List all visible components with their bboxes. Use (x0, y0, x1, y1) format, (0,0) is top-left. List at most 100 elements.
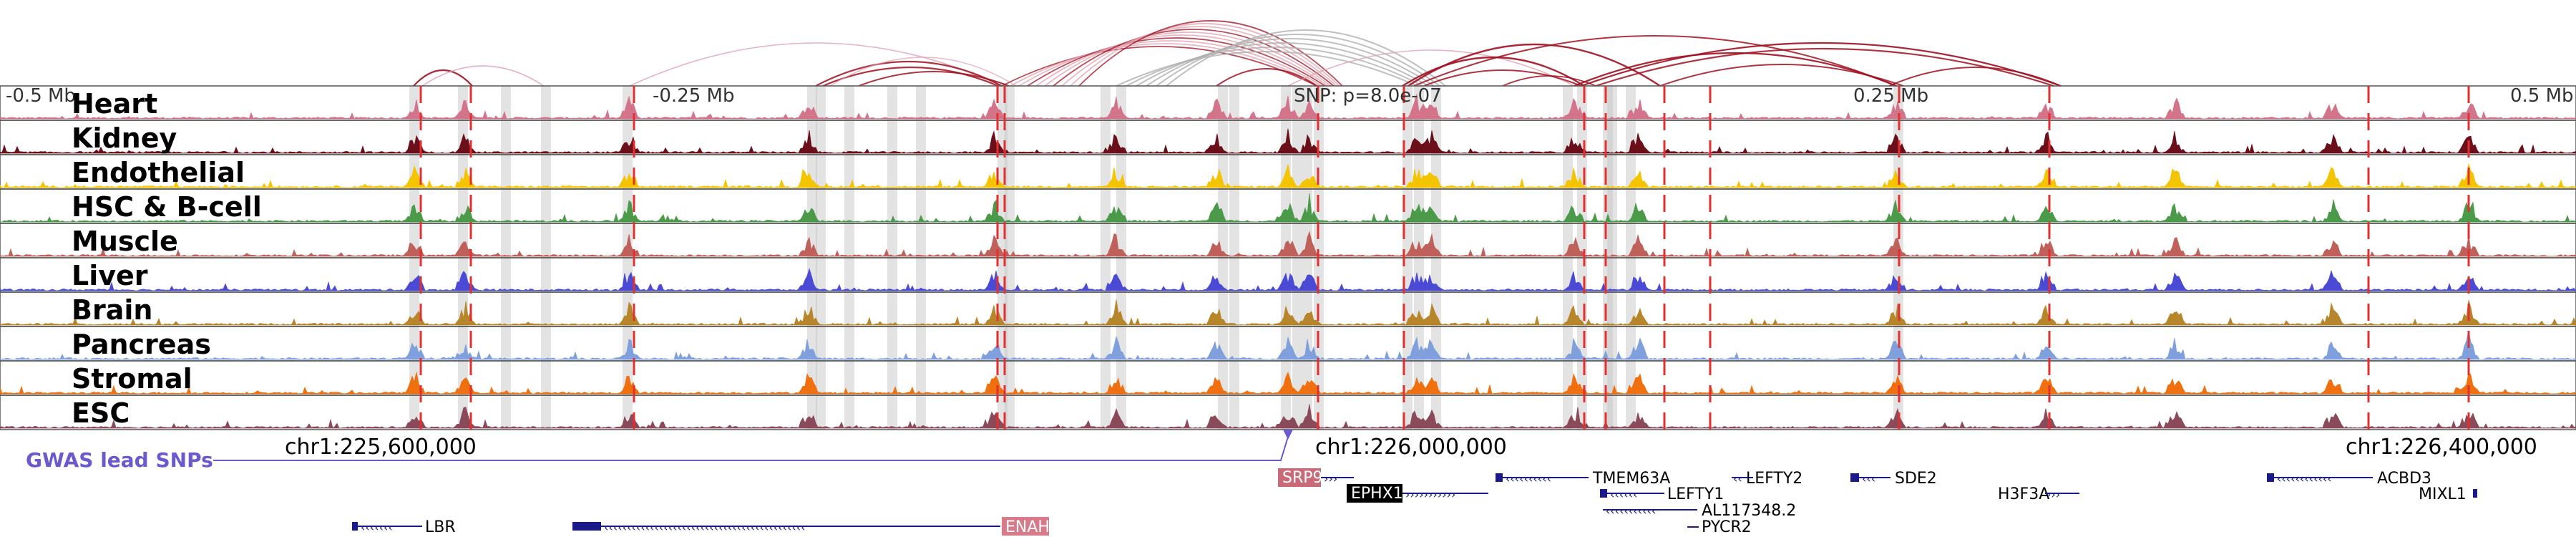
gene-ephx1[interactable]: EPHX1 ››››››››››› (1347, 484, 1488, 503)
signal-area (0, 299, 2576, 326)
gwas-connector-line (213, 436, 1289, 461)
scale-label-snp: SNP: p=8.0e-07 (1294, 85, 1442, 107)
loop-arc (1018, 40, 1323, 87)
gene-enah[interactable]: ‹‹‹‹‹‹‹‹‹‹‹‹‹‹‹‹‹‹‹‹‹‹‹‹‹‹‹‹‹‹‹‹‹‹‹‹‹‹‹‹… (572, 517, 1050, 536)
loop-arc (1156, 34, 1440, 87)
loop-arc (1166, 29, 1446, 87)
coord-label-2: chr1:226,000,000 (1315, 435, 1507, 460)
loop-arc (1027, 37, 1326, 87)
gwas-snp-marker[interactable] (1283, 430, 1293, 440)
loop-arc (858, 71, 1010, 87)
loop-arc (1053, 29, 1335, 87)
svg-text:MIXL1: MIXL1 (2419, 485, 2467, 503)
loop-arc (1216, 68, 1317, 87)
svg-text:H3F3A: H3F3A (1998, 485, 2049, 503)
loop-arc (1078, 20, 1343, 87)
chromatin-loop-arcs (413, 20, 2062, 87)
loop-arc (829, 57, 1017, 87)
gene-mixl1[interactable]: MIXL1 (2419, 485, 2477, 503)
signal-area (0, 163, 2576, 188)
loop-arc (822, 66, 999, 87)
svg-text:SDE2: SDE2 (1895, 470, 1937, 488)
gene-sde2[interactable]: ‹‹‹ SDE2 (1850, 470, 1937, 488)
svg-text:›››: ››› (1324, 472, 1337, 485)
gwas-label: GWAS lead SNPs (26, 448, 213, 472)
loop-arc (421, 65, 545, 87)
signal-area (0, 193, 2576, 223)
loop-arc (629, 42, 1002, 87)
signal-area (0, 404, 2576, 429)
svg-text:›››: ››› (2046, 488, 2060, 501)
loop-arc (1581, 42, 2062, 87)
svg-text:›››››››››››: ››››››››››› (1405, 488, 1455, 501)
track-label-stromal: Stromal (72, 363, 192, 395)
gene-h3f3a[interactable]: H3F3A ››› (1998, 485, 2079, 503)
loop-arc (1888, 67, 2062, 87)
loop-arc (1061, 26, 1337, 87)
loop-arc (1116, 51, 1418, 87)
loop-arc (413, 69, 473, 87)
svg-text:ACBD3: ACBD3 (2377, 470, 2431, 488)
peak-marker-lines (419, 86, 2470, 430)
coordinate-labels: chr1:225,600,000 chr1:226,000,000 chr1:2… (285, 435, 2537, 460)
gene-pycr2[interactable]: PYCR2 (1687, 518, 1752, 536)
loop-arc (1001, 46, 1317, 87)
gene-lefty1[interactable]: ‹‹‹‹‹‹ LEFTY1 (1600, 485, 1724, 503)
svg-text:‹‹‹‹‹‹‹: ‹‹‹‹‹‹‹ (361, 521, 393, 534)
svg-text:PYCR2: PYCR2 (1702, 518, 1752, 536)
signal-area (0, 128, 2576, 154)
gwas-track: GWAS lead SNPs (26, 430, 1293, 472)
track-label-kidney: Kidney (72, 122, 177, 154)
loop-arc (1044, 32, 1332, 87)
loop-arc (1287, 49, 1575, 87)
svg-text:EPHX1: EPHX1 (1351, 485, 1403, 503)
loop-arc (1070, 23, 1340, 87)
scale-label-minus-quarter: -0.25 Mb (653, 85, 734, 107)
loop-arc (1126, 47, 1423, 87)
svg-text:‹‹‹‹‹‹‹‹‹‹: ‹‹‹‹‹‹‹‹‹‹ (1506, 472, 1551, 485)
loop-arc (1423, 69, 1582, 87)
svg-text:AL117348.2: AL117348.2 (1702, 502, 1796, 520)
signal-area (0, 231, 2576, 257)
svg-text:‹‹‹‹‹‹‹‹‹‹‹‹: ‹‹‹‹‹‹‹‹‹‹‹‹ (2277, 472, 2332, 485)
loop-arc (1035, 34, 1329, 87)
loop-arc (1502, 75, 1596, 87)
signal-area (0, 94, 2576, 120)
signal-tracks (0, 85, 2576, 430)
scale-label-right: 0.5 Mb (2510, 85, 2574, 107)
gene-lefty2[interactable]: ‹‹ LEFTY2 (1732, 470, 1802, 488)
svg-text:SRP9: SRP9 (1282, 469, 1323, 487)
loop-arc (1407, 43, 1661, 87)
loop-arc (1146, 38, 1435, 87)
svg-text:ENAH: ENAH (1005, 518, 1050, 536)
track-labels: Heart Kidney Endothelial HSC & B-cell Mu… (72, 88, 262, 429)
loop-arc (1402, 56, 1585, 87)
track-label-pancreas: Pancreas (72, 329, 211, 360)
gene-lbr[interactable]: ‹‹‹‹‹‹‹ LBR (352, 518, 456, 536)
signal-area (0, 372, 2576, 395)
coord-label-3: chr1:226,400,000 (2346, 435, 2537, 460)
track-label-endothelial: Endothelial (72, 157, 245, 188)
gene-al117348-2[interactable]: ‹‹‹‹‹‹‹‹‹‹‹ AL117348.2 (1603, 502, 1796, 520)
svg-text:LEFTY2: LEFTY2 (1746, 470, 1802, 488)
loop-arc (815, 61, 1002, 87)
svg-text:LEFTY1: LEFTY1 (1667, 485, 1724, 503)
loop-arc (1010, 43, 1320, 87)
gene-tmem63a[interactable]: ‹‹‹‹‹‹‹‹‹‹ TMEM63A (1496, 470, 1670, 488)
track-label-heart: Heart (72, 88, 157, 120)
gene-srp9[interactable]: SRP9 ››› (1278, 468, 1354, 487)
scale-bar: -0.5 Mb -0.25 Mb SNP: p=8.0e-07 0.25 Mb … (6, 85, 2574, 107)
scale-label-left: -0.5 Mb (6, 85, 76, 107)
signal-area (0, 268, 2576, 291)
svg-text:‹‹‹‹‹‹‹‹‹‹‹‹‹‹‹‹‹‹‹‹‹‹‹‹‹‹‹‹‹‹: ‹‹‹‹‹‹‹‹‹‹‹‹‹‹‹‹‹‹‹‹‹‹‹‹‹‹‹‹‹‹‹‹‹‹‹‹‹‹‹‹… (604, 521, 806, 534)
track-label-brain: Brain (72, 294, 152, 326)
svg-text:‹‹: ‹‹ (1733, 472, 1742, 485)
loop-arc (1136, 42, 1429, 87)
gene-acbd3[interactable]: ‹‹‹‹‹‹‹‹‹‹‹‹ ACBD3 (2267, 470, 2431, 488)
svg-text:‹‹‹: ‹‹‹ (1862, 472, 1875, 485)
svg-text:LBR: LBR (425, 518, 456, 536)
track-label-hsc-bcell: HSC & B-cell (72, 191, 262, 223)
loop-arc (1574, 52, 1897, 87)
svg-text:‹‹‹‹‹‹‹‹‹‹‹: ‹‹‹‹‹‹‹‹‹‹‹ (1606, 504, 1656, 518)
